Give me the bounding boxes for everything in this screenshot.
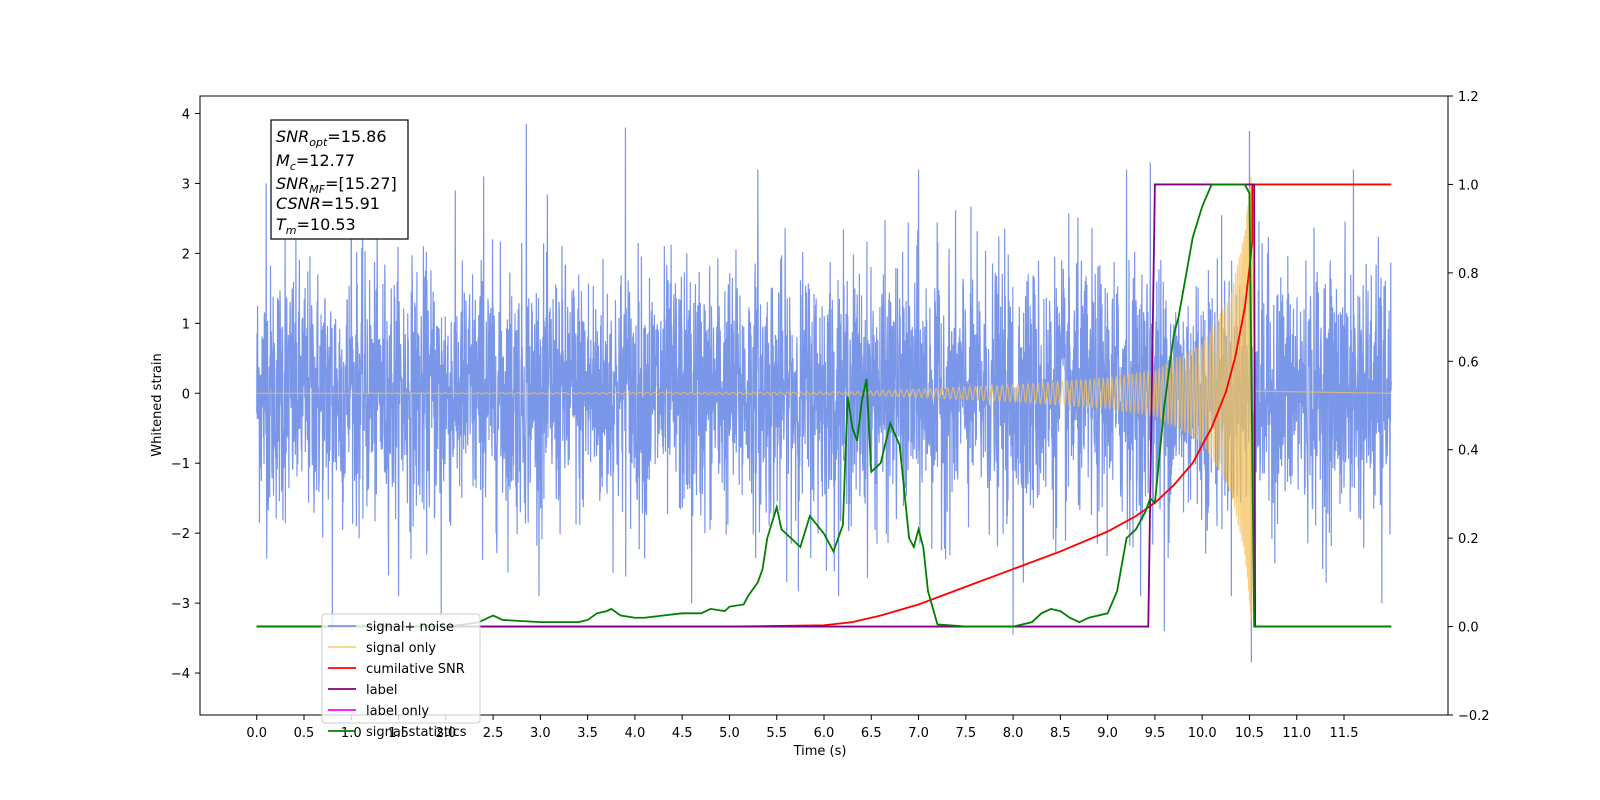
x-tick-label: 9.5 <box>1145 726 1166 741</box>
legend-label: cumilative SNR <box>366 662 465 677</box>
series-signal-only <box>256 177 1392 619</box>
y2-tick-label: 0.8 <box>1458 267 1479 282</box>
annotation-line: CSNR=15.91 <box>276 194 380 213</box>
legend-label: label only <box>366 704 429 719</box>
x-tick-label: 7.5 <box>955 726 976 741</box>
x-tick-label: 6.5 <box>861 726 882 741</box>
legend: signal+ noise signal only cumilative SNR la… <box>321 613 481 740</box>
annotation-box: SNRopt=15.86Mc=12.77SNRMF=[15.27]CSNR=15… <box>270 119 409 240</box>
annotation-line: SNRopt=15.86 <box>276 127 387 149</box>
legend-label: signal statistics <box>366 725 467 740</box>
x-tick-label: 0.5 <box>294 726 315 741</box>
legend-item: signal only <box>328 641 436 656</box>
x-tick-label: 3.0 <box>530 726 551 741</box>
x-tick-label: 3.5 <box>577 726 598 741</box>
x-tick-label: 8.0 <box>1003 726 1024 741</box>
y2-tick-label: 0.6 <box>1458 355 1479 370</box>
x-tick-label: 6.0 <box>814 726 835 741</box>
series-layer <box>256 123 1392 663</box>
y-tick-label: 0 <box>182 387 190 402</box>
x-tick-label: 0.0 <box>246 726 267 741</box>
x-tick-label: 4.0 <box>625 726 646 741</box>
y2-tick-label: 0.2 <box>1458 532 1479 547</box>
x-tick-label: 5.5 <box>766 726 787 741</box>
legend-frame <box>321 613 481 724</box>
y2-tick-label: 1.0 <box>1458 178 1479 193</box>
x-tick-label: 2.0 <box>435 726 456 741</box>
x-axis: 0.0 0.5 1.0 1.5 2.0 2.5 3.0 3.5 4.0 4.5 5.0 5.5 6.0 6… <box>246 715 1358 741</box>
y2-tick-label: 1.2 <box>1458 90 1479 105</box>
x-tick-label: 8.5 <box>1050 726 1071 741</box>
x-tick-label: 10.5 <box>1235 726 1264 741</box>
y-tick-label: 2 <box>182 247 190 262</box>
annotation-line: Mc=12.77 <box>276 151 355 173</box>
legend-item: signal statistics <box>328 725 467 740</box>
x-tick-label: 2.5 <box>483 726 504 741</box>
x-tick-label: 10.0 <box>1188 726 1217 741</box>
y-tick-label: −2 <box>171 527 190 542</box>
x-tick-label: 1.5 <box>388 726 409 741</box>
annotation-line: SNRMF=[15.27] <box>276 174 397 196</box>
series-signal-statistics <box>256 183 1392 628</box>
legend-item: cumilative SNR <box>328 662 465 677</box>
x-tick-label: 5.0 <box>719 726 740 741</box>
annotation-frame <box>270 119 409 240</box>
y-tick-label: 1 <box>182 317 190 332</box>
y-axis-right: −0.2 0.0 0.2 0.4 0.6 0.8 1.0 1.2 <box>1448 90 1490 724</box>
y-tick-label: 4 <box>182 107 190 122</box>
y-axis-title: Whitened strain <box>150 353 165 456</box>
y-tick-label: −4 <box>171 667 190 682</box>
x-tick-label: 9.0 <box>1097 726 1118 741</box>
annotation-line: Tm=10.53 <box>276 215 356 237</box>
y-tick-label: −1 <box>171 457 190 472</box>
y-axis-left: −4 −3 −2 −1 0 1 2 3 4 <box>171 107 200 682</box>
legend-item: label only <box>328 704 429 719</box>
x-tick-label: 11.0 <box>1282 726 1311 741</box>
y-tick-label: 3 <box>182 177 190 192</box>
x-tick-label: 7.0 <box>908 726 929 741</box>
x-axis-title: Time (s) <box>793 744 847 759</box>
y2-tick-label: −0.2 <box>1458 709 1490 724</box>
y2-tick-label: 0.0 <box>1458 621 1479 636</box>
legend-item: signal+ noise <box>328 620 454 635</box>
legend-label: label <box>366 683 397 698</box>
legend-item: label <box>328 683 397 698</box>
x-tick-label: 1.0 <box>341 726 362 741</box>
legend-label: signal+ noise <box>366 620 454 635</box>
y2-tick-label: 0.4 <box>1458 444 1479 459</box>
x-tick-label: 11.5 <box>1330 726 1359 741</box>
x-tick-label: 4.5 <box>672 726 693 741</box>
legend-label: signal only <box>366 641 436 656</box>
y-tick-label: −3 <box>171 597 190 612</box>
